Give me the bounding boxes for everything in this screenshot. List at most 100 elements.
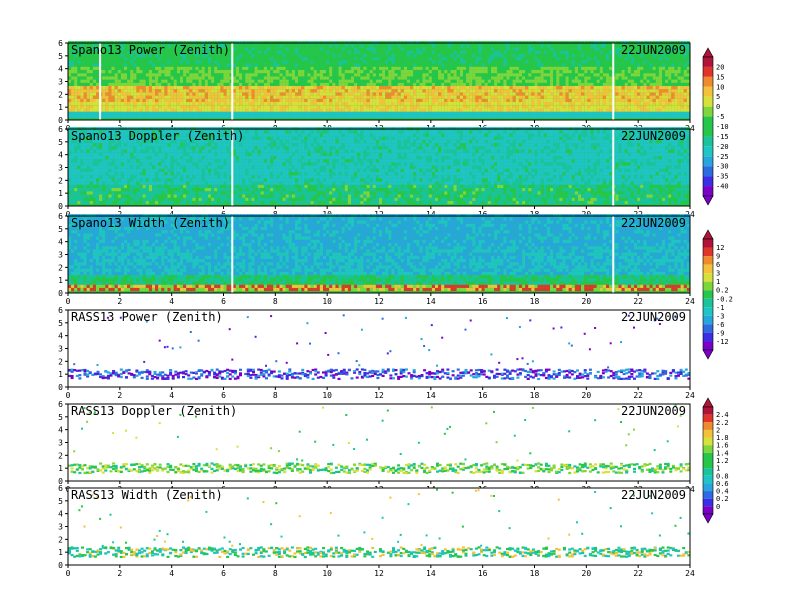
heatmap-cell xyxy=(556,47,560,51)
heatmap-cell xyxy=(683,89,687,93)
heatmap-cell xyxy=(77,156,81,160)
heatmap-cell xyxy=(133,111,137,115)
heatmap-cell xyxy=(304,89,308,93)
heatmap-cell xyxy=(413,89,417,93)
heatmap-cell xyxy=(475,108,479,112)
heatmap-cell xyxy=(108,86,112,90)
heatmap-cell xyxy=(363,92,367,96)
heatmap-cell xyxy=(363,63,367,67)
heatmap-cell xyxy=(596,60,600,64)
heatmap-cell xyxy=(565,105,569,109)
heatmap-cell xyxy=(173,89,177,93)
heatmap-cell xyxy=(618,82,622,86)
heatmap-cell xyxy=(145,89,149,93)
heatmap-cell xyxy=(354,63,358,67)
heatmap-cell xyxy=(609,70,613,74)
heatmap-cell xyxy=(89,50,93,54)
heatmap-cell xyxy=(466,44,470,48)
heatmap-cell xyxy=(319,98,323,102)
heatmap-cell xyxy=(226,44,230,48)
heatmap-cell xyxy=(208,53,212,58)
heatmap-cell xyxy=(71,53,75,58)
heatmap-cell xyxy=(431,53,435,58)
heatmap-cell xyxy=(298,92,302,96)
heatmap-cell xyxy=(459,111,463,115)
heatmap-cell xyxy=(130,111,134,115)
heatmap-cell xyxy=(235,73,239,77)
heatmap-cell xyxy=(167,73,171,77)
heatmap-cell xyxy=(120,89,124,93)
heatmap-cell xyxy=(316,108,320,112)
heatmap-cell xyxy=(512,114,516,119)
heatmap-cell xyxy=(77,149,81,153)
heatmap-cell xyxy=(347,57,351,61)
heatmap-cell xyxy=(391,70,395,74)
heatmap-cell xyxy=(494,89,498,93)
heatmap-cell xyxy=(627,53,631,58)
heatmap-cell xyxy=(83,73,87,77)
heatmap-cell xyxy=(326,50,330,54)
heatmap-cell xyxy=(251,70,255,74)
heatmap-cell xyxy=(307,92,311,96)
heatmap-cell xyxy=(571,60,575,64)
heatmap-cell xyxy=(630,82,634,86)
heatmap-cell xyxy=(114,57,118,61)
heatmap-cell xyxy=(574,92,578,96)
heatmap-cell xyxy=(428,108,432,112)
heatmap-cell xyxy=(503,114,507,119)
heatmap-cell xyxy=(385,82,389,86)
heatmap-cell xyxy=(102,44,106,48)
heatmap-cell xyxy=(83,162,87,166)
heatmap-cell xyxy=(288,89,292,93)
heatmap-cell xyxy=(304,76,308,80)
heatmap-cell xyxy=(96,57,100,61)
heatmap-cell xyxy=(515,105,519,109)
heatmap-cell xyxy=(195,92,199,96)
heatmap-cell xyxy=(338,105,342,109)
heatmap-cell xyxy=(298,44,302,48)
heatmap-cell xyxy=(484,105,488,109)
heatmap-cell xyxy=(323,66,327,70)
heatmap-cell xyxy=(161,76,165,80)
heatmap-cell xyxy=(590,66,594,70)
heatmap-cell xyxy=(347,60,351,64)
heatmap-cell xyxy=(540,92,544,96)
heatmap-cell xyxy=(444,95,448,99)
heatmap-cell xyxy=(273,50,277,54)
heatmap-cell xyxy=(344,76,348,80)
heatmap-cell xyxy=(173,95,177,99)
heatmap-cell xyxy=(410,63,414,67)
heatmap-cell xyxy=(686,63,690,67)
heatmap-cell xyxy=(295,95,299,99)
heatmap-cell xyxy=(602,86,606,90)
heatmap-cell xyxy=(503,92,507,96)
heatmap-cell xyxy=(142,53,146,58)
heatmap-cell xyxy=(148,79,152,83)
heatmap-cell xyxy=(478,50,482,54)
heatmap-cell xyxy=(643,73,647,77)
heatmap-cell xyxy=(74,114,78,119)
heatmap-cell xyxy=(534,86,538,90)
heatmap-cell xyxy=(136,102,140,106)
heatmap-cell xyxy=(117,76,121,80)
heatmap-cell xyxy=(108,108,112,112)
heatmap-cell xyxy=(494,63,498,67)
heatmap-cell xyxy=(683,66,687,70)
heatmap-cell xyxy=(596,50,600,54)
heatmap-cell xyxy=(627,89,631,93)
heatmap-cell xyxy=(74,172,78,176)
heatmap-cell xyxy=(201,111,205,115)
heatmap-cell xyxy=(260,79,264,83)
heatmap-cell xyxy=(326,79,330,83)
heatmap-cell xyxy=(313,66,317,70)
heatmap-cell xyxy=(543,114,547,119)
heatmap-cell xyxy=(655,108,659,112)
heatmap-cell xyxy=(127,60,131,64)
heatmap-cell xyxy=(671,92,675,96)
heatmap-cell xyxy=(77,102,81,106)
heatmap-cell xyxy=(74,105,78,109)
heatmap-cell xyxy=(366,86,370,90)
heatmap-cell xyxy=(124,98,128,102)
heatmap-cell xyxy=(130,102,134,106)
heatmap-cell xyxy=(643,79,647,83)
